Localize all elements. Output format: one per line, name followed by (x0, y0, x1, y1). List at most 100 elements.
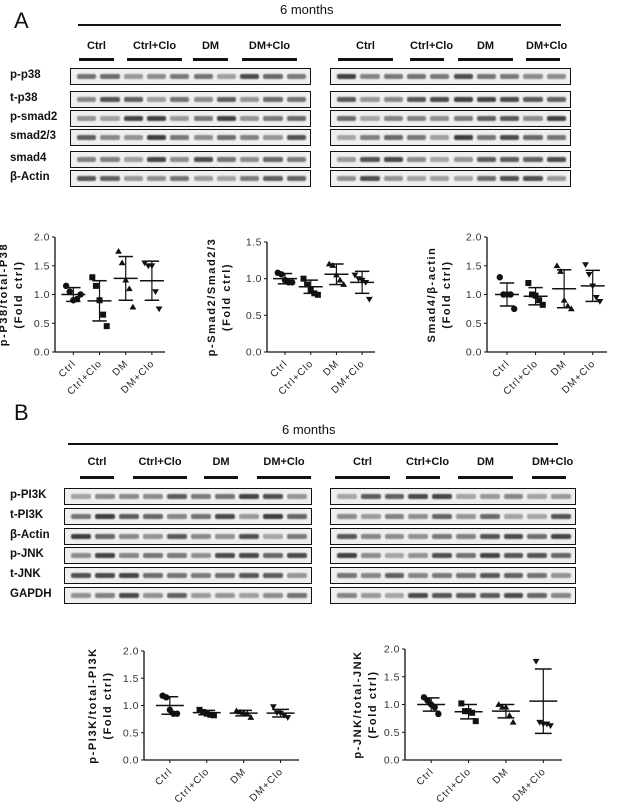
x-tick-label: DM (111, 358, 131, 378)
protein-band (215, 593, 235, 598)
protein-band (143, 593, 163, 598)
protein-band (95, 573, 115, 578)
lane-group-bar (406, 476, 440, 479)
blot-strip (64, 528, 312, 545)
protein-band (119, 514, 139, 519)
protein-band (287, 593, 307, 598)
protein-band (119, 494, 139, 499)
protein-band (503, 573, 524, 578)
protein-band (479, 494, 500, 499)
protein-band (95, 593, 115, 598)
protein-band (287, 534, 307, 539)
blot-row-label: t-PI3K (10, 509, 44, 521)
protein-band (77, 116, 97, 121)
protein-band (170, 157, 190, 162)
protein-band (551, 534, 571, 539)
series-group (417, 694, 446, 718)
protein-band (432, 534, 452, 539)
protein-band (503, 593, 524, 598)
blot-strip (64, 547, 312, 564)
protein-band (95, 534, 115, 539)
lane-group-bar (79, 58, 114, 61)
x-tick-label: Ctrl+Clo (173, 766, 212, 805)
data-point-triangle-up (336, 276, 344, 283)
data-point-square (314, 291, 321, 298)
protein-band (430, 157, 450, 162)
blot-strip (70, 110, 311, 127)
x-tick-label: Ctrl (269, 358, 291, 380)
protein-band (240, 135, 260, 140)
y-axis-title: p-P38/total-P38 (0, 243, 10, 346)
data-point-triangle-up (564, 302, 572, 309)
protein-band (337, 97, 357, 102)
y-tick-label: 1.5 (123, 673, 139, 685)
protein-band (476, 135, 497, 140)
protein-band (239, 593, 259, 598)
data-point-circle (435, 710, 442, 718)
lane-group-bar (458, 58, 513, 61)
protein-band (523, 135, 543, 140)
protein-band (263, 514, 283, 519)
protein-band (193, 157, 213, 162)
data-point-triangle-down (284, 715, 292, 721)
protein-band (167, 514, 187, 519)
data-point-square (100, 311, 107, 318)
protein-band (286, 176, 306, 181)
blot-strip (64, 587, 312, 604)
protein-band (503, 494, 524, 499)
protein-band (456, 534, 476, 539)
protein-band (170, 116, 190, 121)
y-tick-label: 0.0 (384, 755, 400, 767)
y-tick-label: 1.5 (246, 237, 262, 249)
protein-band (263, 593, 283, 598)
data-point-square (89, 274, 96, 281)
protein-band (286, 157, 306, 162)
lane-group-label: Ctrl+Clo (138, 456, 182, 468)
y-axis-subtitle: (Fold ctrl) (367, 670, 379, 738)
protein-band (143, 494, 163, 499)
data-point-triangle-up (567, 305, 575, 312)
blot-row-label: t-p38 (10, 92, 38, 104)
protein-band (123, 157, 143, 162)
lane-group-label: Ctrl (353, 456, 372, 468)
y-tick-label: 1.0 (384, 699, 400, 711)
protein-band (119, 553, 139, 558)
blot-strip (70, 129, 311, 146)
protein-band (100, 157, 120, 162)
protein-band (119, 534, 139, 539)
protein-band (287, 514, 307, 519)
protein-band (167, 573, 187, 578)
data-point-square (536, 297, 543, 304)
protein-band (100, 135, 120, 140)
data-point-triangle-up (125, 285, 133, 292)
protein-band (360, 494, 381, 499)
protein-band (383, 116, 403, 121)
protein-band (239, 514, 259, 519)
protein-band (167, 553, 187, 558)
series-group (529, 658, 558, 735)
protein-band (383, 135, 403, 140)
x-tick-label: DM (491, 766, 511, 786)
y-tick-label: 1.0 (466, 289, 482, 301)
series-group (273, 269, 297, 286)
protein-band (453, 176, 473, 181)
protein-band (432, 553, 452, 558)
lane-group-label: DM+Clo (263, 456, 305, 468)
protein-band (167, 494, 187, 499)
data-point-triangle-up (509, 718, 517, 725)
protein-band (360, 116, 380, 121)
protein-band (146, 135, 167, 140)
protein-band (119, 593, 139, 598)
series-group (580, 262, 605, 305)
blot-strip (64, 488, 312, 505)
protein-band (193, 74, 213, 79)
y-tick-label: 0.0 (34, 347, 50, 359)
protein-band (546, 135, 566, 140)
protein-band (71, 593, 91, 598)
y-tick-label: 0.0 (466, 347, 482, 359)
y-axis-title: Smad4/β-actin (426, 247, 438, 343)
protein-band (77, 157, 97, 162)
protein-band (432, 494, 452, 499)
protein-band (100, 116, 120, 121)
protein-band (406, 116, 427, 121)
